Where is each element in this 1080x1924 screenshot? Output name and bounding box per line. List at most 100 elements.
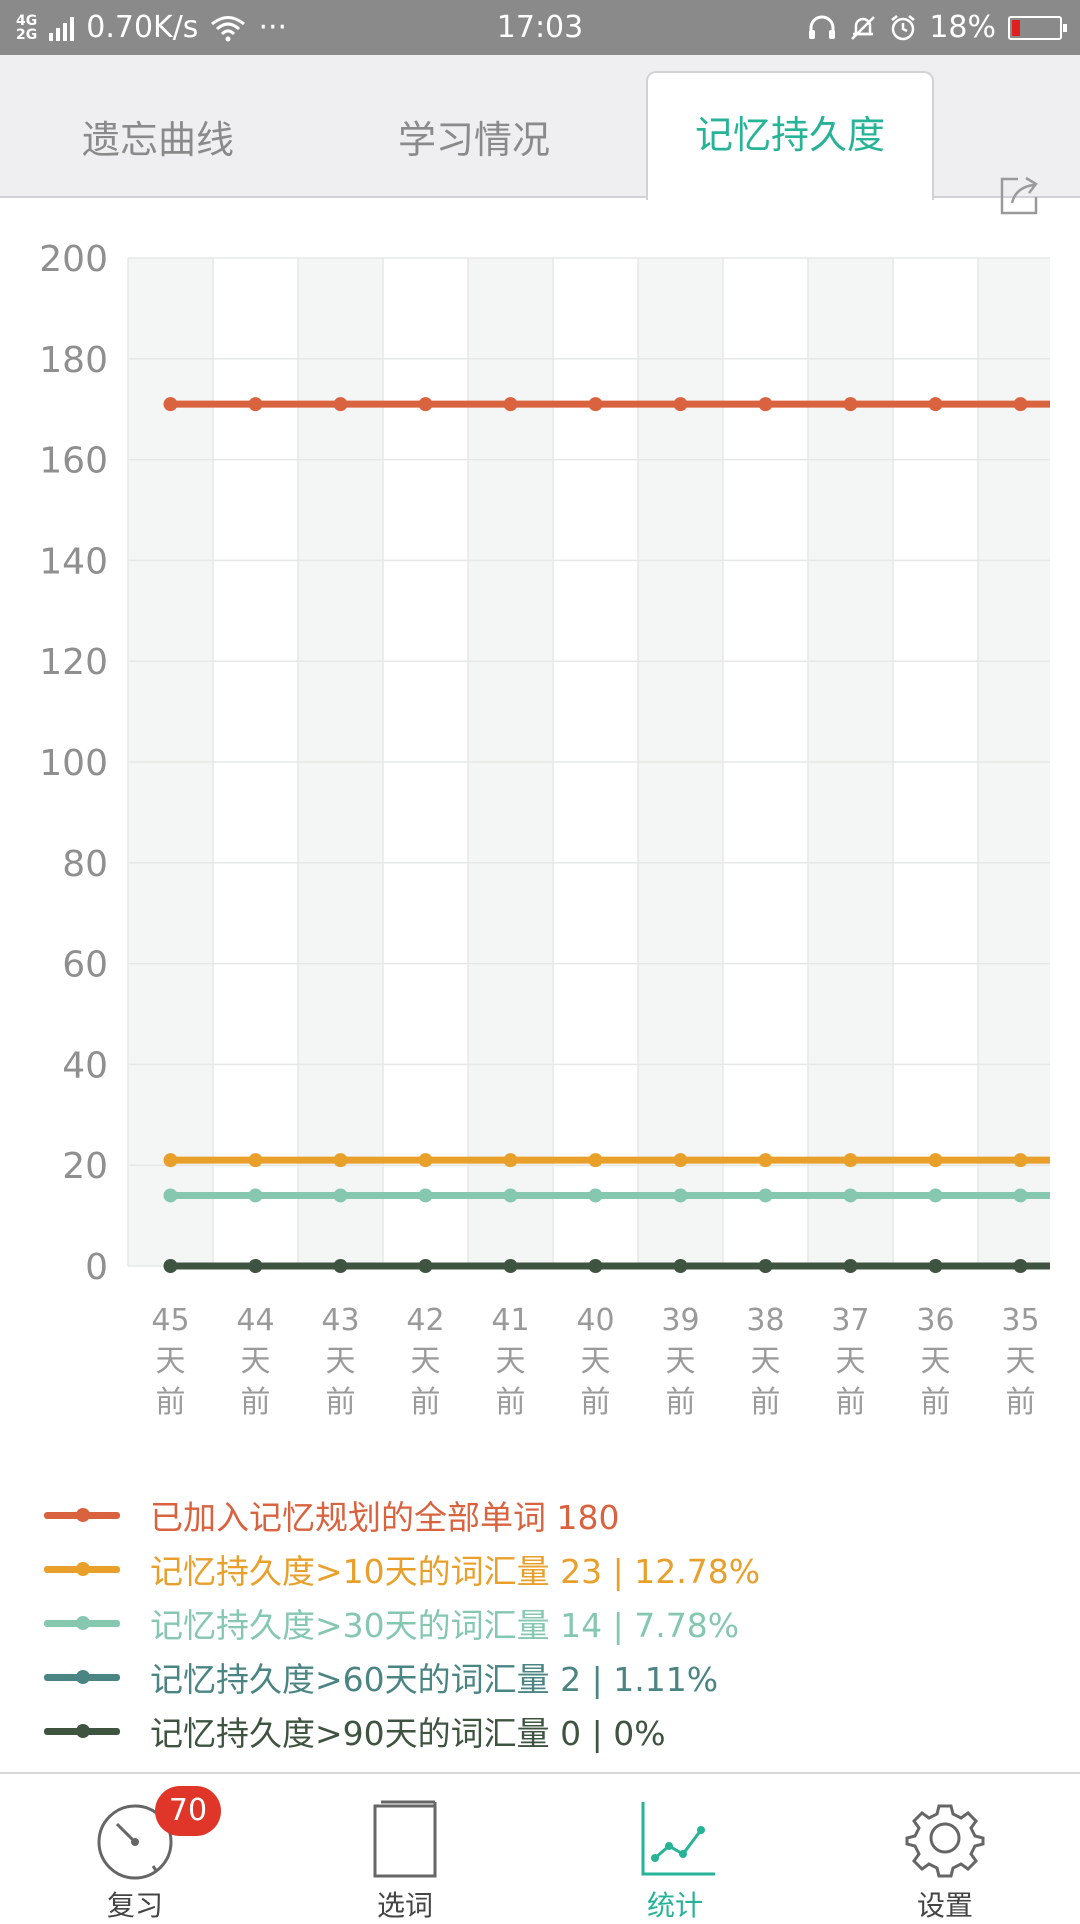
bottom-nav: 70 复习 选词 统计 设置 [0, 1772, 1080, 1922]
nav-label: 选词 [376, 1889, 433, 1922]
y-tick-label: 160 [39, 441, 108, 482]
series-point [1013, 1259, 1028, 1273]
wifi-icon [211, 15, 246, 41]
review-count-badge: 70 [155, 1786, 221, 1836]
y-tick-label: 200 [39, 239, 108, 280]
y-tick-label: 140 [39, 541, 108, 582]
series-point [1013, 397, 1028, 412]
series-point [163, 1259, 178, 1273]
x-tick-label: 36 天前 [916, 1303, 954, 1420]
bell-mute-icon [851, 15, 876, 40]
chart-icon [641, 1802, 715, 1876]
series-point [248, 1153, 263, 1168]
status-left: 4G 2G 0.70K/s ··· [16, 0, 287, 55]
nav-select-words[interactable]: 选词 [270, 1774, 540, 1922]
network-type-top: 4G [16, 12, 38, 29]
status-right: 18% [807, 0, 1067, 55]
series-point [843, 1153, 858, 1168]
network-type-bottom: 2G [16, 26, 38, 43]
series-point [843, 397, 858, 412]
share-icon[interactable] [998, 173, 1042, 217]
series-point [163, 1153, 178, 1168]
book-icon [373, 1800, 437, 1878]
series-point [588, 397, 603, 412]
y-tick-label: 120 [39, 642, 108, 683]
x-tick-label: 37 天前 [831, 1303, 869, 1420]
series-point [333, 1259, 348, 1273]
series-point [503, 1259, 518, 1273]
legend-swatch [44, 1561, 120, 1576]
series-point [503, 1153, 518, 1168]
series-point [588, 1259, 603, 1273]
series-point [333, 397, 348, 412]
series-point [503, 1188, 518, 1203]
series-point [418, 1188, 433, 1203]
legend-label: 已加入记忆规划的全部单词 180 [150, 1498, 620, 1537]
legend-item-all-words: 已加入记忆规划的全部单词 180 [44, 1488, 619, 1542]
y-tick-label: 180 [39, 340, 108, 381]
network-type: 4G 2G [16, 14, 37, 42]
nav-label: 设置 [916, 1889, 973, 1922]
x-tick-label: 40 天前 [576, 1303, 614, 1420]
legend-swatch [44, 1723, 120, 1738]
battery-percent: 18% [929, 10, 996, 45]
y-tick-label: 80 [62, 844, 108, 885]
tab-bar: 遗忘曲线 学习情况 记忆持久度 [0, 55, 1080, 215]
x-tick-label: 38 天前 [746, 1303, 784, 1420]
x-tick-label: 45 天前 [151, 1303, 189, 1420]
series-point [758, 1259, 773, 1273]
tab-learning-status[interactable]: 学习情况 [397, 118, 550, 162]
legend-label: 记忆持久度>60天的词汇量 2 | 1.11% [150, 1660, 719, 1699]
series-point [1013, 1188, 1028, 1203]
status-bar: 4G 2G 0.70K/s ··· 17:03 [0, 0, 1080, 55]
legend-label: 记忆持久度>30天的词汇量 14 | 7.78% [150, 1606, 740, 1645]
gear-icon [905, 1804, 985, 1878]
series-point [333, 1188, 348, 1203]
series-point [248, 1259, 263, 1273]
legend-swatch [44, 1507, 120, 1522]
nav-statistics[interactable]: 统计 [540, 1774, 810, 1922]
legend-item-over-60-days: 记忆持久度>60天的词汇量 2 | 1.11% [44, 1650, 718, 1704]
series-point [333, 1153, 348, 1168]
more-notifications: ··· [258, 10, 288, 45]
network-speed: 0.70K/s [86, 10, 199, 45]
series-point [928, 1259, 943, 1273]
nav-review[interactable]: 70 复习 [0, 1774, 270, 1922]
tab-forgetting-curve[interactable]: 遗忘曲线 [81, 118, 234, 162]
series-point [758, 1188, 773, 1203]
legend-item-over-10-days: 记忆持久度>10天的词汇量 23 | 12.78% [44, 1542, 760, 1596]
series-point [758, 1153, 773, 1168]
y-tick-label: 40 [62, 1045, 108, 1086]
legend-label: 记忆持久度>10天的词汇量 23 | 12.78% [150, 1552, 761, 1591]
series-point [248, 397, 263, 412]
nav-label: 复习 [106, 1889, 163, 1922]
series-point [928, 397, 943, 412]
x-tick-label: 44 天前 [236, 1303, 274, 1420]
headset-icon [809, 15, 836, 39]
battery-icon [1008, 15, 1067, 40]
series-point [503, 397, 518, 412]
series-point [673, 1188, 688, 1203]
alarm-icon [891, 14, 916, 40]
y-tick-label: 60 [62, 945, 108, 986]
series-point [418, 397, 433, 412]
legend-swatch [44, 1615, 120, 1630]
series-point [1013, 1153, 1028, 1168]
series-point [588, 1188, 603, 1203]
series-point [843, 1259, 858, 1273]
gauge-icon [97, 1804, 173, 1880]
x-tick-label: 41 天前 [491, 1303, 529, 1420]
tab-memory-durability[interactable]: 记忆持久度 [646, 71, 934, 200]
series-point [588, 1153, 603, 1168]
signal-icon [49, 15, 75, 41]
legend-label: 记忆持久度>90天的词汇量 0 | 0% [150, 1714, 666, 1753]
series-point [163, 397, 178, 412]
legend-swatch [44, 1669, 120, 1684]
series-point [843, 1188, 858, 1203]
nav-settings[interactable]: 设置 [810, 1774, 1080, 1922]
series-point [928, 1188, 943, 1203]
series-point [163, 1188, 178, 1203]
y-tick-label: 0 [85, 1247, 108, 1288]
memory-durability-chart: 0 20 40 60 80 100 120 140 160 180 200 45 天前 44 天前 43 天前 4… [39, 239, 1050, 1420]
y-tick-label: 100 [39, 743, 108, 784]
